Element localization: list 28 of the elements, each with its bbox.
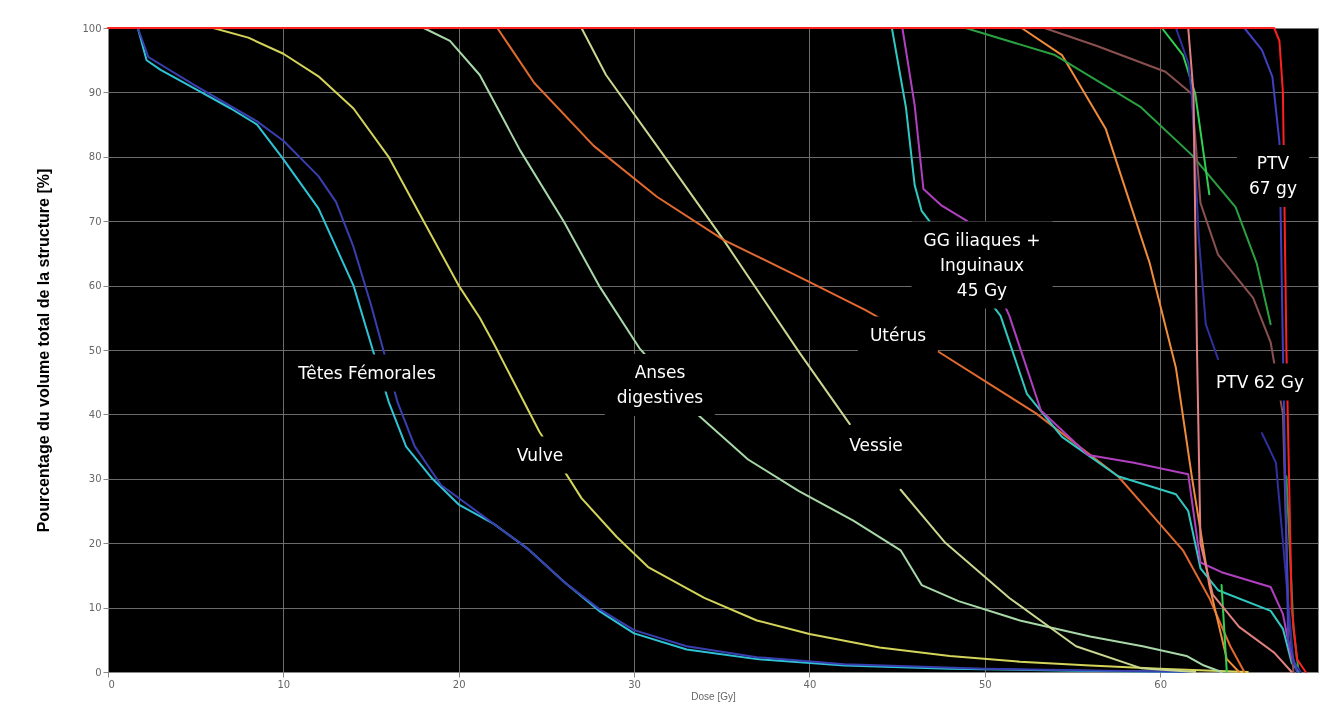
x-tick-label: 40: [803, 678, 817, 690]
y-tick-label: 30: [88, 473, 102, 485]
annotation: GG iliaques + Inguinaux 45 Gy: [911, 221, 1053, 309]
y-tick-label: 80: [88, 151, 102, 163]
x-tick-label: 60: [1154, 678, 1168, 690]
x-tick-label: 50: [978, 678, 992, 690]
y-tick-label: 70: [88, 215, 102, 227]
x-tick-label: 20: [452, 678, 466, 690]
annotation: Utérus: [857, 316, 939, 354]
y-tick-label: 60: [88, 280, 102, 292]
annotation: Têtes Fémorales: [286, 354, 448, 392]
annotation: PTV 67 gy: [1237, 145, 1309, 207]
y-tick-label: 50: [88, 344, 102, 356]
x-tick-label: 0: [108, 678, 115, 690]
x-tick-label: 30: [628, 678, 641, 690]
x-tick-label: 10: [277, 678, 291, 690]
y-tick-label: 20: [88, 537, 102, 549]
annotation: Anses digestives: [604, 354, 716, 416]
y-tick-label: 100: [82, 22, 102, 34]
y-tick-label: 90: [88, 86, 102, 98]
y-axis-title: Pourcentage du volume total de la structure [%]: [35, 168, 53, 533]
x-axis-title: Dose [Gy]: [691, 690, 736, 702]
y-tick-label: 40: [88, 408, 102, 420]
annotation: Vessie: [837, 426, 915, 464]
annotation: PTV 62 Gy: [1204, 363, 1316, 401]
y-tick-label: 10: [88, 602, 102, 614]
annotation: Vulve: [504, 436, 576, 474]
y-tick-label: 0: [95, 666, 102, 678]
